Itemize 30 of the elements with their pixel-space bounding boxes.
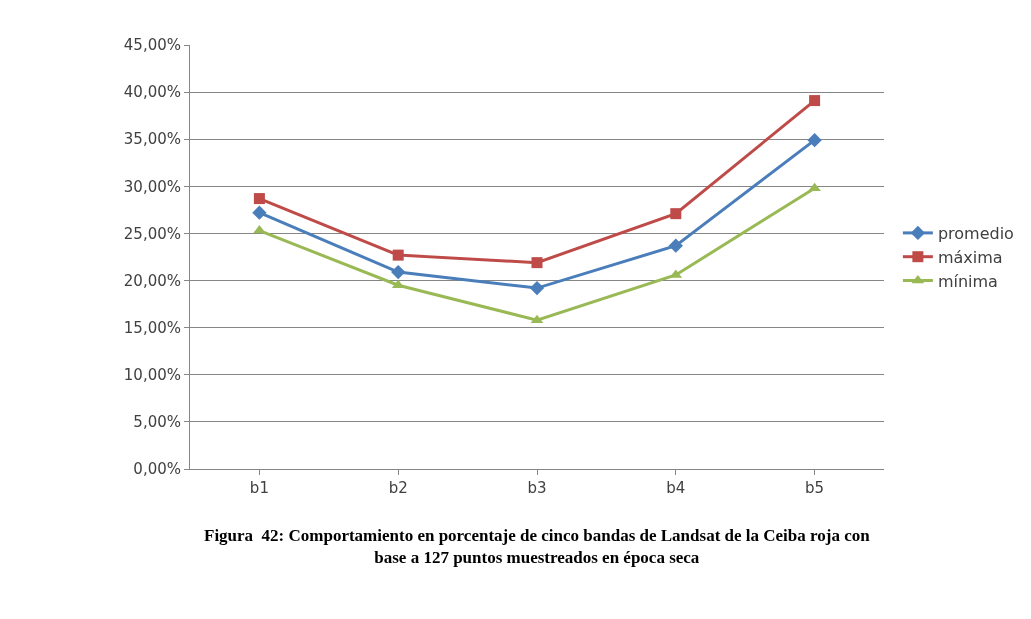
point <box>670 208 682 220</box>
point <box>807 133 822 148</box>
point <box>391 264 406 280</box>
x-tick-label: b1 <box>249 479 269 497</box>
x-tick-label: b4 <box>666 479 686 497</box>
point <box>809 95 821 107</box>
point <box>392 249 404 261</box>
y-tick-label: 0,00% <box>133 460 181 479</box>
legend-label: máxima <box>937 247 1003 267</box>
y-tick-label: 35,00% <box>123 130 181 149</box>
y-tick-label: 30,00% <box>123 177 181 196</box>
y-tick-label: 20,00% <box>123 271 181 290</box>
legend-label: mínima <box>937 271 998 291</box>
y-tick-label: 15,00% <box>123 318 181 337</box>
legend-label: promedio <box>937 224 1014 244</box>
y-tick-label: 45,00% <box>123 36 181 55</box>
y-tick-label: 25,00% <box>123 224 181 243</box>
point <box>252 205 267 220</box>
point <box>668 238 683 253</box>
x-tick-label: b3 <box>527 479 547 497</box>
point <box>253 193 265 205</box>
point <box>391 279 405 289</box>
x-tick-label: b2 <box>388 479 408 497</box>
text: Figura 42: Comportamiento en porcentaje de cinco bandas de Landsat de la Ceiba roja con base a 127 puntos muestreados en época seca <box>204 526 871 568</box>
x-tick-label: b5 <box>805 479 825 497</box>
point <box>531 257 543 269</box>
y-tick-label: 5,00% <box>133 413 181 432</box>
point <box>529 280 545 296</box>
y-tick-label: 40,00% <box>123 83 181 102</box>
y-tick-label: 10,00% <box>123 366 181 385</box>
